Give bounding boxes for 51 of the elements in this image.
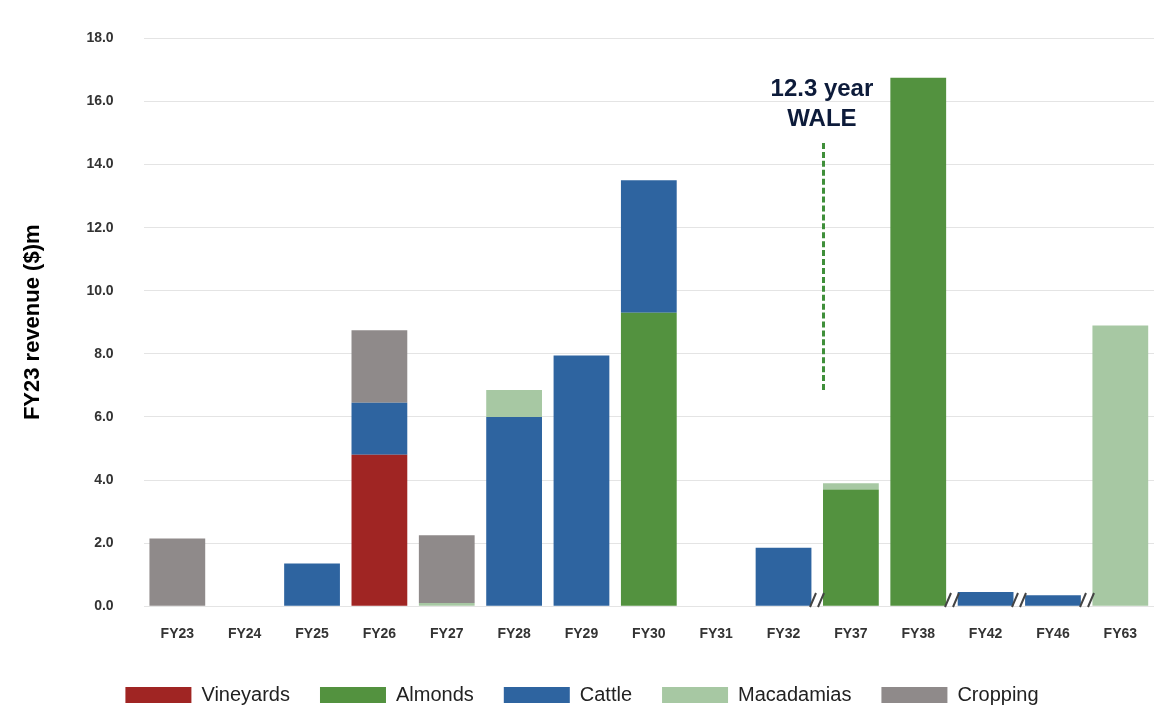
x-tick-label: FY37: [834, 625, 868, 642]
bar: [1092, 325, 1149, 606]
bar: [418, 603, 475, 606]
bar: [351, 402, 408, 455]
legend-label: Almonds: [395, 682, 474, 705]
bar: [553, 355, 610, 606]
bar: [620, 312, 677, 606]
y-tick-label: 10.0: [86, 281, 114, 298]
bar: [486, 390, 542, 417]
x-tick-label: FY25: [295, 625, 329, 642]
x-tick-label: FY31: [699, 625, 734, 642]
x-tick-label: FY32: [766, 625, 801, 642]
bar: [823, 483, 879, 490]
y-tick-label: 8.0: [94, 344, 114, 361]
bar: [284, 563, 340, 606]
x-tick-label: FY42: [968, 625, 1003, 642]
bar: [486, 416, 542, 606]
y-axis-title: FY23 revenue ($)m: [19, 224, 45, 421]
bar: [351, 454, 408, 606]
legend-label: Vineyards: [201, 682, 290, 705]
bar: [755, 547, 812, 606]
y-tick-label: 0.0: [94, 597, 114, 614]
annotation: 12.3 year WALE: [769, 73, 875, 134]
x-tick-label: FY23: [160, 625, 195, 642]
x-tick-label: FY24: [227, 625, 262, 642]
y-tick-label: 4.0: [94, 470, 114, 487]
x-tick-label: FY63: [1103, 625, 1138, 642]
x-tick-label: FY46: [1036, 625, 1070, 642]
bar: [351, 330, 408, 403]
bar: [149, 538, 206, 606]
y-tick-label: 14.0: [86, 155, 114, 172]
x-tick-label: FY29: [564, 625, 599, 642]
bar: [957, 592, 1014, 606]
bar: [620, 180, 677, 313]
y-tick-label: 18.0: [86, 29, 114, 46]
x-tick-label: FY27: [430, 625, 464, 642]
x-tick-label: FY30: [632, 625, 666, 642]
legend-label: Cattle: [579, 682, 633, 705]
y-tick-label: 2.0: [94, 533, 114, 550]
bar: [890, 77, 947, 606]
x-tick-label: FY38: [901, 625, 936, 642]
bar: [418, 535, 475, 604]
y-tick-label: 16.0: [86, 92, 114, 109]
x-tick-label: FY26: [362, 625, 397, 642]
bar: [1025, 595, 1081, 606]
legend-label: Macadamias: [738, 682, 852, 705]
y-tick-label: 6.0: [94, 407, 114, 424]
x-tick-label: FY28: [497, 625, 532, 642]
y-tick-label: 12.0: [86, 218, 114, 235]
bar: [823, 489, 879, 606]
legend-label: Cropping: [957, 682, 1039, 705]
